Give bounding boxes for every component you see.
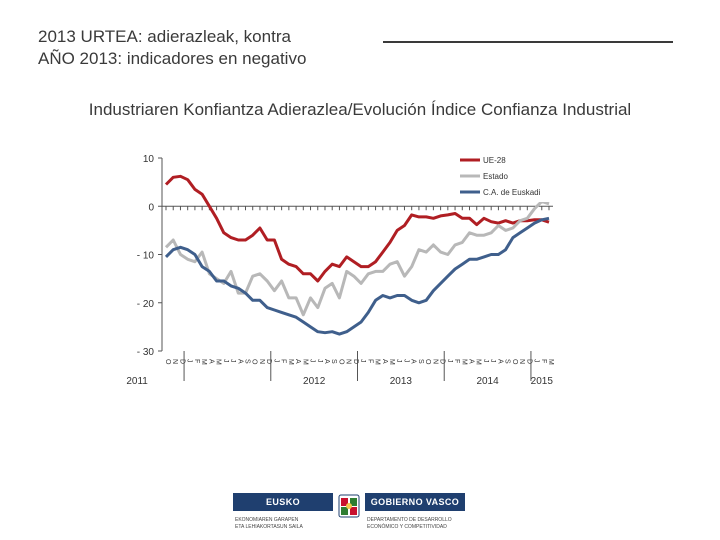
year-label: 2013 [390, 376, 413, 387]
month-label: D [439, 359, 446, 364]
month-label: D [525, 359, 532, 364]
month-label: J [395, 359, 402, 363]
series-line-c-a-de-euskadi [164, 216, 550, 336]
month-label: J [446, 359, 453, 363]
month-label: M [215, 359, 222, 365]
month-label: N [518, 359, 525, 364]
left-sub-line-1: EKONOMIAREN GARAPEN [235, 517, 299, 523]
month-label: S [504, 359, 511, 364]
y-tick-label: - 20 [137, 299, 155, 310]
left-department-text: EKONOMIAREN GARAPEN ETA LEHIAKORTASUN SA… [235, 517, 335, 531]
right-sub-line-1: DEPARTAMENTO DE DESARROLLO [367, 517, 452, 523]
year-label: 2015 [531, 376, 554, 387]
year-label: 2012 [303, 376, 326, 387]
month-label: M [301, 359, 308, 365]
y-tick-label: 0 [148, 202, 154, 213]
month-label: O [424, 359, 431, 365]
month-label: A [410, 359, 417, 364]
month-label: F [453, 359, 460, 363]
slide-header: 2013 URTEA: adierazleak, kontra AÑO 2013… [38, 26, 306, 70]
year-label: 2011 [126, 376, 148, 387]
month-label: F [366, 359, 373, 363]
month-label: M [374, 359, 381, 365]
month-label: M [287, 359, 294, 365]
month-label: A [207, 359, 214, 364]
month-label: A [468, 359, 475, 364]
legend-label: UE-28 [483, 156, 506, 165]
confidence-line-chart: 100- 10- 20- 30O N D J F M A M J J A S O N D J F M A M J J A S O… [126, 152, 554, 387]
month-label: F [540, 359, 547, 363]
month-label: N [258, 359, 265, 364]
month-label: F [193, 359, 200, 363]
month-label: N [431, 359, 438, 364]
month-label: M [460, 359, 467, 365]
month-label: O [164, 359, 171, 365]
gobierno-vasco-logo: GOBIERNO VASCO [365, 493, 465, 511]
month-label: N [171, 359, 178, 364]
month-label: J [309, 359, 316, 363]
month-label: S [330, 359, 337, 364]
series-line-ue-28 [164, 174, 550, 283]
month-label: A [294, 359, 301, 364]
basque-seal-icon [338, 494, 360, 518]
series-line-estado [164, 199, 550, 317]
header-rule [383, 41, 673, 43]
month-label: O [337, 359, 344, 365]
y-tick-label: - 10 [137, 251, 155, 262]
month-label: M [388, 359, 395, 365]
month-label: D [352, 359, 359, 364]
header-line-2: AÑO 2013: indicadores en negativo [38, 49, 307, 68]
month-label: M [200, 359, 207, 365]
month-label: J [272, 359, 279, 363]
month-label: O [251, 359, 258, 365]
month-label: M [475, 359, 482, 365]
month-label: J [316, 359, 323, 363]
right-sub-line-2: ECONÓMICO Y COMPETITIVIDAD [367, 524, 447, 530]
header-line-1: 2013 URTEA: adierazleak, kontra [38, 27, 291, 46]
footer-logos: EUSKO JAURLARITZA EKONOMIAREN GARAPEN ET… [233, 493, 491, 540]
month-label: J [482, 359, 489, 363]
month-label: F [280, 359, 287, 363]
month-label: J [533, 359, 540, 363]
y-tick-label: - 30 [137, 347, 155, 358]
month-label: O [511, 359, 518, 365]
month-label: N [345, 359, 352, 364]
month-label: A [323, 359, 330, 364]
right-department-text: DEPARTAMENTO DE DESARROLLO ECONÓMICO Y C… [367, 517, 467, 531]
chart-title: Industriaren Konfiantza Adierazlea/Evolu… [88, 100, 632, 119]
month-label: J [489, 359, 496, 363]
month-label: S [417, 359, 424, 364]
month-label: J [222, 359, 229, 363]
legend-label: C.A. de Euskadi [483, 188, 541, 197]
month-label: A [381, 359, 388, 364]
eusko-jaurlaritza-logo: EUSKO JAURLARITZA [233, 493, 333, 525]
month-label: J [359, 359, 366, 363]
month-label: D [265, 359, 272, 364]
month-label: M [547, 359, 554, 365]
month-label: J [402, 359, 409, 363]
month-label: J [186, 359, 193, 363]
left-sub-line-2: ETA LEHIAKORTASUN SAILA [235, 524, 303, 530]
year-label: 2014 [476, 376, 499, 387]
month-label: A [236, 359, 243, 364]
y-tick-label: 10 [143, 154, 155, 165]
month-label: S [243, 359, 250, 364]
legend-label: Estado [483, 172, 508, 181]
month-label: A [496, 359, 503, 364]
month-label: D [178, 359, 185, 364]
month-label: J [229, 359, 236, 363]
